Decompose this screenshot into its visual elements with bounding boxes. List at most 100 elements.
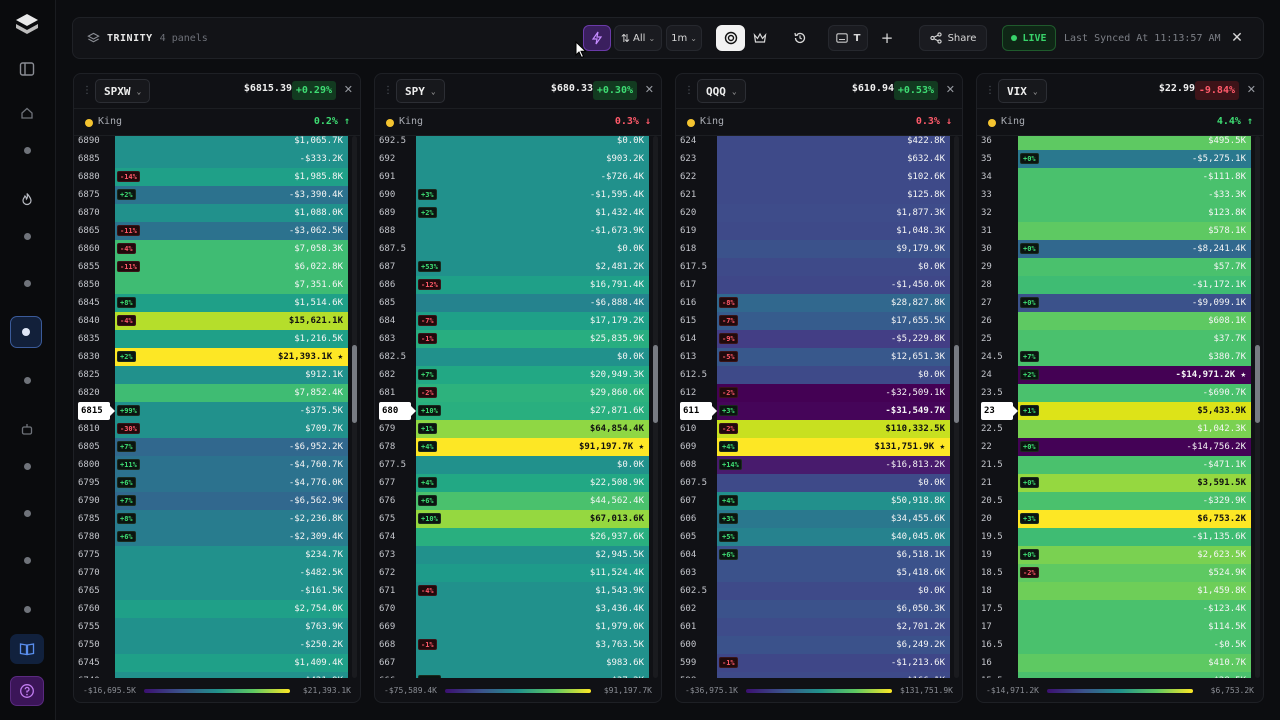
- exposure-cell[interactable]: $6,249.2K: [717, 636, 950, 654]
- exposure-cell[interactable]: $763.9K: [115, 618, 348, 636]
- exposure-cell[interactable]: -$6,888.4K: [416, 294, 649, 312]
- exposure-cell[interactable]: +99% -$375.5K: [115, 402, 348, 420]
- exposure-cell[interactable]: -1% $25,835.9K: [416, 330, 649, 348]
- exposure-cell[interactable]: $0.0K: [416, 456, 649, 474]
- table-row[interactable]: 6815 +99% -$375.5K: [74, 402, 360, 420]
- strike-list[interactable]: 692.5 $0.0K 692 $903.2K 691 -$726.4K 690 +3% -$1…: [375, 136, 661, 678]
- exposure-cell[interactable]: $7,351.6K: [115, 276, 348, 294]
- table-row[interactable]: 682 +7% $20,949.3K: [375, 366, 661, 384]
- table-row[interactable]: 6835 $1,216.5K: [74, 330, 360, 348]
- exposure-cell[interactable]: $578.1K: [1018, 222, 1251, 240]
- exposure-cell[interactable]: $0.0K: [416, 240, 649, 258]
- table-row[interactable]: 677 +4% $22,508.9K: [375, 474, 661, 492]
- table-row[interactable]: 26 $608.1K: [977, 312, 1263, 330]
- table-row[interactable]: 688 -$1,673.9K: [375, 222, 661, 240]
- exposure-cell[interactable]: +7% $380.7K: [1018, 348, 1251, 366]
- exposure-cell[interactable]: +7% $20,949.3K: [416, 366, 649, 384]
- exposure-cell[interactable]: $1,042.3K: [1018, 420, 1251, 438]
- table-row[interactable]: 666+16% $37.2K: [375, 672, 661, 678]
- table-row[interactable]: 6810 -30% $709.7K: [74, 420, 360, 438]
- exposure-cell[interactable]: -$1,172.1K: [1018, 276, 1251, 294]
- exposure-cell[interactable]: -2% $29,860.6K: [416, 384, 649, 402]
- table-row[interactable]: 6775 $234.7K: [74, 546, 360, 564]
- exposure-cell[interactable]: -9% -$5,229.8K: [717, 330, 950, 348]
- table-row[interactable]: 615 -7% $17,655.5K: [676, 312, 962, 330]
- exposure-cell[interactable]: -$123.4K: [1018, 600, 1251, 618]
- exposure-cell[interactable]: $9,179.9K: [717, 240, 950, 258]
- table-row[interactable]: 6780 +6% -$2,309.4K: [74, 528, 360, 546]
- exposure-cell[interactable]: -$471.1K: [1018, 456, 1251, 474]
- table-row[interactable]: 684 -7% $17,179.2K: [375, 312, 661, 330]
- exposure-cell[interactable]: +6% -$2,309.4K: [115, 528, 348, 546]
- exposure-cell[interactable]: +0% -$5,275.1K: [1018, 150, 1251, 168]
- exposure-cell[interactable]: -11% $6,022.8K: [115, 258, 348, 276]
- table-row[interactable]: 617 -$1,450.0K: [676, 276, 962, 294]
- exposure-cell[interactable]: +0% $2,623.5K: [1018, 546, 1251, 564]
- bolt-button[interactable]: [583, 25, 611, 51]
- exposure-cell[interactable]: $1,088.0K: [115, 204, 348, 222]
- table-row[interactable]: 23.5 -$690.7K: [977, 384, 1263, 402]
- table-row[interactable]: 685 -$6,888.4K: [375, 294, 661, 312]
- table-row[interactable]: 6875 +2% -$3,390.4K: [74, 186, 360, 204]
- table-row[interactable]: 29 $57.7K: [977, 258, 1263, 276]
- exposure-cell[interactable]: +2% $1,432.4K: [416, 204, 649, 222]
- exposure-cell[interactable]: $2,701.2K: [717, 618, 950, 636]
- exposure-cell[interactable]: $0.0K: [717, 258, 950, 276]
- table-row[interactable]: 620 $1,877.3K: [676, 204, 962, 222]
- table-row[interactable]: 6765 -$161.5K: [74, 582, 360, 600]
- exposure-cell[interactable]: -30% $709.7K: [115, 420, 348, 438]
- share-button[interactable]: Share: [919, 25, 987, 51]
- strike-list[interactable]: 36 $495.5K 35 +0% -$5,275.1K 34 -$111.8K 33 -$33…: [977, 136, 1263, 678]
- exposure-cell[interactable]: +0% $3,591.5K: [1018, 474, 1251, 492]
- exposure-cell[interactable]: -5% $12,651.3K: [717, 348, 950, 366]
- sort-filter-dropdown[interactable]: ⇅ All ⌄: [614, 25, 662, 51]
- table-row[interactable]: 21.5 -$471.1K: [977, 456, 1263, 474]
- table-row[interactable]: 16 $410.7K: [977, 654, 1263, 672]
- close-panel-icon[interactable]: ✕: [644, 84, 654, 96]
- exposure-cell[interactable]: -14% $1,985.8K: [115, 168, 348, 186]
- table-row[interactable]: 22.5 $1,042.3K: [977, 420, 1263, 438]
- exposure-cell[interactable]: $1,979.0K: [416, 618, 649, 636]
- exposure-cell[interactable]: $2,945.5K: [416, 546, 649, 564]
- table-row[interactable]: 675 +10% $67,013.6K: [375, 510, 661, 528]
- exposure-cell[interactable]: +4% $50,918.8K: [717, 492, 950, 510]
- table-row[interactable]: 622 $102.6K: [676, 168, 962, 186]
- sidebar-toggle-icon[interactable]: [14, 56, 40, 82]
- table-row[interactable]: 6785 +8% -$2,236.8K: [74, 510, 360, 528]
- table-row[interactable]: 687 +53% $2,481.2K: [375, 258, 661, 276]
- table-row[interactable]: 20 +3% $6,753.2K: [977, 510, 1263, 528]
- exposure-cell[interactable]: $26,937.6K: [416, 528, 649, 546]
- exposure-cell[interactable]: $421.9K: [115, 672, 348, 678]
- table-row[interactable]: 617.5 $0.0K: [676, 258, 962, 276]
- table-row[interactable]: 17 $114.5K: [977, 618, 1263, 636]
- nav-dot-6[interactable]: [14, 500, 40, 526]
- exposure-cell[interactable]: $28.5K: [1018, 672, 1251, 678]
- close-panel-icon[interactable]: ✕: [343, 84, 353, 96]
- nav-dot-3[interactable]: [14, 270, 40, 296]
- exposure-cell[interactable]: $57.7K: [1018, 258, 1251, 276]
- exposure-cell[interactable]: +16% $37.2K: [416, 672, 649, 678]
- exposure-cell[interactable]: $632.4K: [717, 150, 950, 168]
- live-badge[interactable]: LIVE: [1002, 25, 1056, 51]
- table-row[interactable]: 687.5 $0.0K: [375, 240, 661, 258]
- table-row[interactable]: 600 $6,249.2K: [676, 636, 962, 654]
- exposure-cell[interactable]: -11% -$3,062.5K: [115, 222, 348, 240]
- table-row[interactable]: 674 $26,937.6K: [375, 528, 661, 546]
- exposure-cell[interactable]: -4% $7,058.3K: [115, 240, 348, 258]
- table-row[interactable]: 35 +0% -$5,275.1K: [977, 150, 1263, 168]
- table-row[interactable]: 668 -1% $3,763.5K: [375, 636, 661, 654]
- exposure-cell[interactable]: $102.6K: [717, 168, 950, 186]
- table-row[interactable]: 624 $422.8K: [676, 136, 962, 150]
- exposure-cell[interactable]: $37.7K: [1018, 330, 1251, 348]
- exposure-cell[interactable]: -$482.5K: [115, 564, 348, 582]
- history-button[interactable]: [786, 25, 814, 51]
- exposure-cell[interactable]: $125.8K: [717, 186, 950, 204]
- table-row[interactable]: 31 $578.1K: [977, 222, 1263, 240]
- table-row[interactable]: 669 $1,979.0K: [375, 618, 661, 636]
- table-row[interactable]: 670 $3,436.4K: [375, 600, 661, 618]
- table-row[interactable]: 6770 -$482.5K: [74, 564, 360, 582]
- table-row[interactable]: 24.5 +7% $380.7K: [977, 348, 1263, 366]
- book-icon[interactable]: [10, 634, 44, 664]
- exposure-cell[interactable]: $410.7K: [1018, 654, 1251, 672]
- exposure-cell[interactable]: $114.5K: [1018, 618, 1251, 636]
